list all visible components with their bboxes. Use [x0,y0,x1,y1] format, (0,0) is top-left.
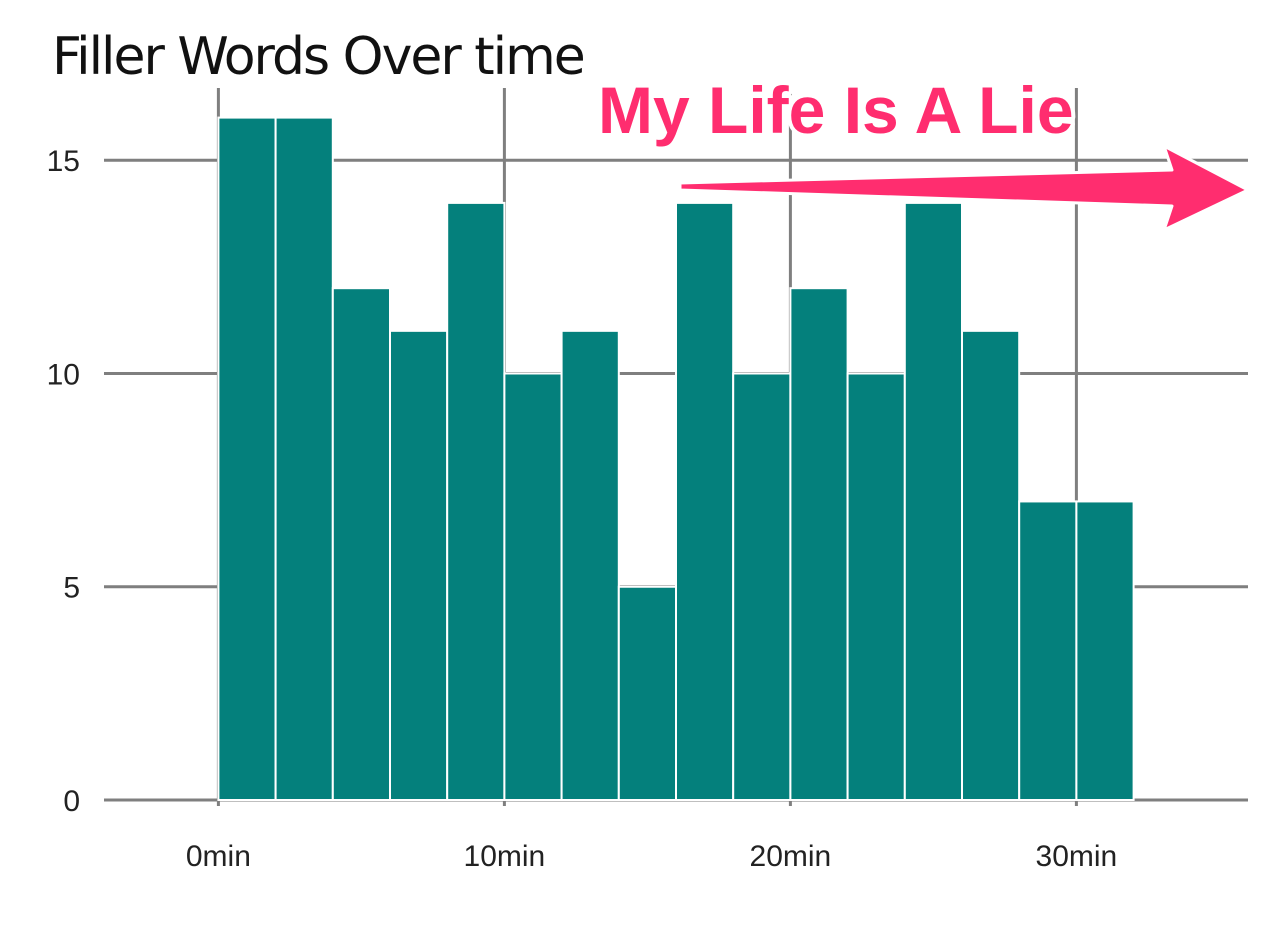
tick-labels: 0 5 10 15 0min 10min 20min 30min [47,145,1118,873]
y-tick-label: 5 [63,572,80,605]
histogram-bar [389,329,449,801]
histogram-bar [903,201,963,802]
x-tick-label: 20min [750,840,832,873]
y-tick-label: 10 [47,358,80,391]
annotation: My Life Is A Lie [594,69,1250,232]
chart-title: Filler Words Over time [52,27,584,87]
histogram-bar [789,287,849,801]
histogram-bar [617,585,677,802]
x-tick-label: 0min [186,840,251,873]
histogram-bar [331,287,391,801]
histogram-bar [961,329,1021,801]
bars [217,116,1135,802]
histogram-bar [1075,500,1135,801]
trend-arrow-icon [678,144,1250,232]
histogram-bar [274,116,334,802]
x-tick-label: 10min [464,840,546,873]
histogram-bar [732,372,792,801]
y-tick-label: 0 [63,785,80,818]
histogram-bar [675,201,735,802]
histogram-bar [503,372,563,801]
y-tick-label: 15 [47,145,80,178]
histogram-bar [560,329,620,801]
histogram-bar [1018,500,1078,801]
histogram-bar [217,116,277,802]
x-tick-label: 30min [1036,840,1118,873]
histogram-bar [446,201,506,802]
annotation-text: My Life Is A Lie [598,73,1074,147]
histogram-bar [846,372,906,801]
